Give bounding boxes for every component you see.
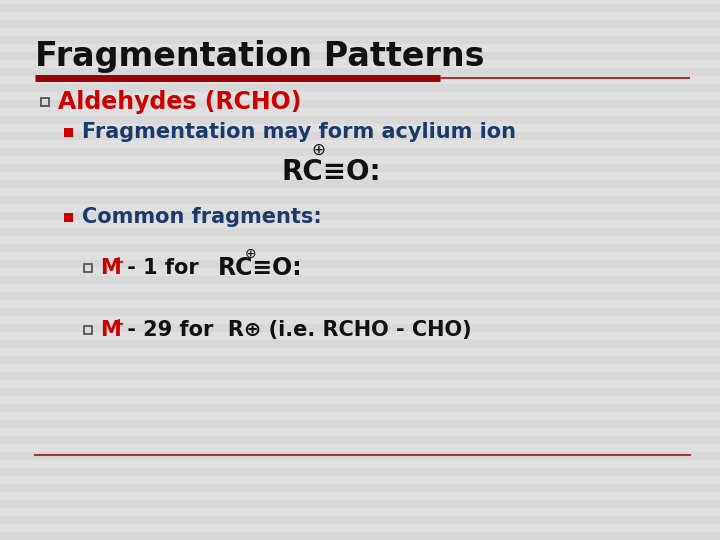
Bar (0, 444, 720, 452)
Bar (0, 140, 720, 148)
Bar (0, 324, 720, 332)
Bar (0, 436, 720, 444)
Bar (0, 364, 720, 372)
Text: Fragmentation Patterns: Fragmentation Patterns (35, 40, 485, 73)
Bar (0, 292, 720, 300)
Text: Common fragments:: Common fragments: (82, 207, 322, 227)
Bar (0, 508, 720, 516)
Bar (0, 388, 720, 396)
Bar (0, 260, 720, 268)
Bar (0, 516, 720, 524)
Bar (0, 484, 720, 492)
Bar (0, 44, 720, 52)
Text: Aldehydes (RCHO): Aldehydes (RCHO) (58, 90, 302, 114)
Bar (0, 372, 720, 380)
Bar (0, 108, 720, 116)
Bar (0, 100, 720, 108)
Text: RC≡O:: RC≡O: (218, 256, 302, 280)
Bar (0, 148, 720, 156)
Bar (0, 452, 720, 460)
Text: - 1 for: - 1 for (120, 258, 206, 278)
Bar (0, 492, 720, 500)
Bar (0, 92, 720, 100)
Text: +: + (113, 317, 125, 331)
Bar (0, 220, 720, 228)
Bar (0, 180, 720, 188)
Bar (0, 412, 720, 420)
FancyBboxPatch shape (63, 213, 73, 221)
Bar (0, 204, 720, 212)
Bar (0, 244, 720, 252)
Bar (0, 28, 720, 36)
Text: +: + (113, 255, 125, 269)
Bar (0, 52, 720, 60)
Bar (0, 68, 720, 76)
Text: ⊕: ⊕ (246, 247, 257, 261)
Bar (0, 236, 720, 244)
Bar (0, 20, 720, 28)
Bar (0, 380, 720, 388)
Bar (0, 252, 720, 260)
Bar (0, 268, 720, 276)
Bar (0, 420, 720, 428)
Bar (0, 404, 720, 412)
Bar (0, 228, 720, 236)
Text: RC≡O:: RC≡O: (282, 158, 382, 186)
Text: ⊕: ⊕ (311, 141, 325, 159)
Bar (0, 196, 720, 204)
Bar (0, 524, 720, 532)
Text: Fragmentation may form acylium ion: Fragmentation may form acylium ion (82, 122, 516, 142)
Bar (0, 468, 720, 476)
Bar (0, 156, 720, 164)
Text: M: M (100, 258, 121, 278)
Bar (0, 4, 720, 12)
Bar (0, 124, 720, 132)
Bar (0, 300, 720, 308)
Bar (0, 164, 720, 172)
Bar (0, 84, 720, 92)
Bar (0, 0, 720, 4)
Text: M: M (100, 320, 121, 340)
Bar (0, 276, 720, 284)
Bar (0, 36, 720, 44)
Bar (0, 460, 720, 468)
Bar (0, 476, 720, 484)
Bar (0, 132, 720, 140)
Bar (0, 340, 720, 348)
Bar (0, 12, 720, 20)
Bar (0, 396, 720, 404)
Bar (0, 500, 720, 508)
Bar (0, 172, 720, 180)
Bar (0, 308, 720, 316)
Bar (0, 316, 720, 324)
Bar (0, 212, 720, 220)
Bar (0, 116, 720, 124)
Bar (0, 188, 720, 196)
Bar (0, 532, 720, 540)
Text: - 29 for  R⊕ (i.e. RCHO - CHO): - 29 for R⊕ (i.e. RCHO - CHO) (120, 320, 472, 340)
Bar (0, 348, 720, 356)
Bar (0, 76, 720, 84)
Bar (0, 356, 720, 364)
FancyBboxPatch shape (63, 127, 73, 137)
Bar (0, 60, 720, 68)
Bar (0, 428, 720, 436)
Bar (0, 284, 720, 292)
Bar (0, 332, 720, 340)
